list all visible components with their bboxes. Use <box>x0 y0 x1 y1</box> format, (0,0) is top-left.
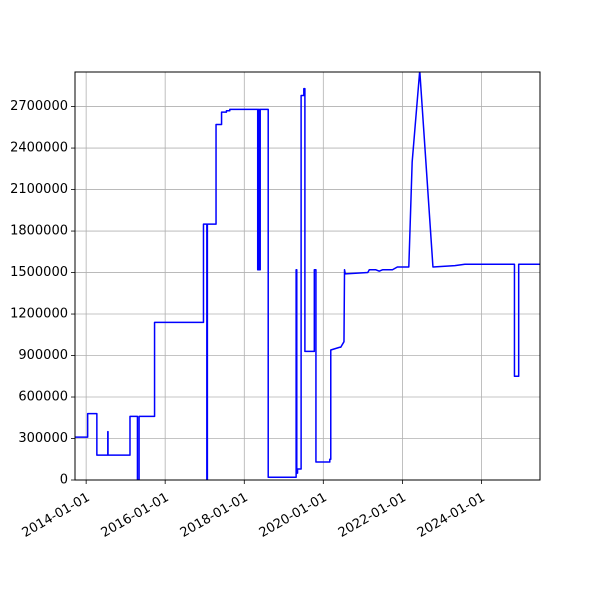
y-tick-label: 600000 <box>18 390 68 405</box>
y-tick-label: 900000 <box>18 348 68 363</box>
y-tick-label: 2400000 <box>10 141 68 156</box>
series-layer <box>75 72 540 480</box>
plot-area-frame <box>74 71 541 481</box>
y-axis: 0 300000 600000 900000 1200000 1500000 1800000… <box>10 99 75 488</box>
data-series-line <box>75 72 540 480</box>
y-tick-label: 2700000 <box>10 99 68 114</box>
y-tick-label: 0 <box>60 473 68 488</box>
y-tick-label: 1800000 <box>10 224 68 239</box>
y-tick-label: 300000 <box>18 431 68 446</box>
y-tick-label: 1200000 <box>10 307 68 322</box>
y-tick-label: 1500000 <box>10 265 68 280</box>
grid <box>75 72 540 481</box>
y-tick-label: 2100000 <box>10 182 68 197</box>
